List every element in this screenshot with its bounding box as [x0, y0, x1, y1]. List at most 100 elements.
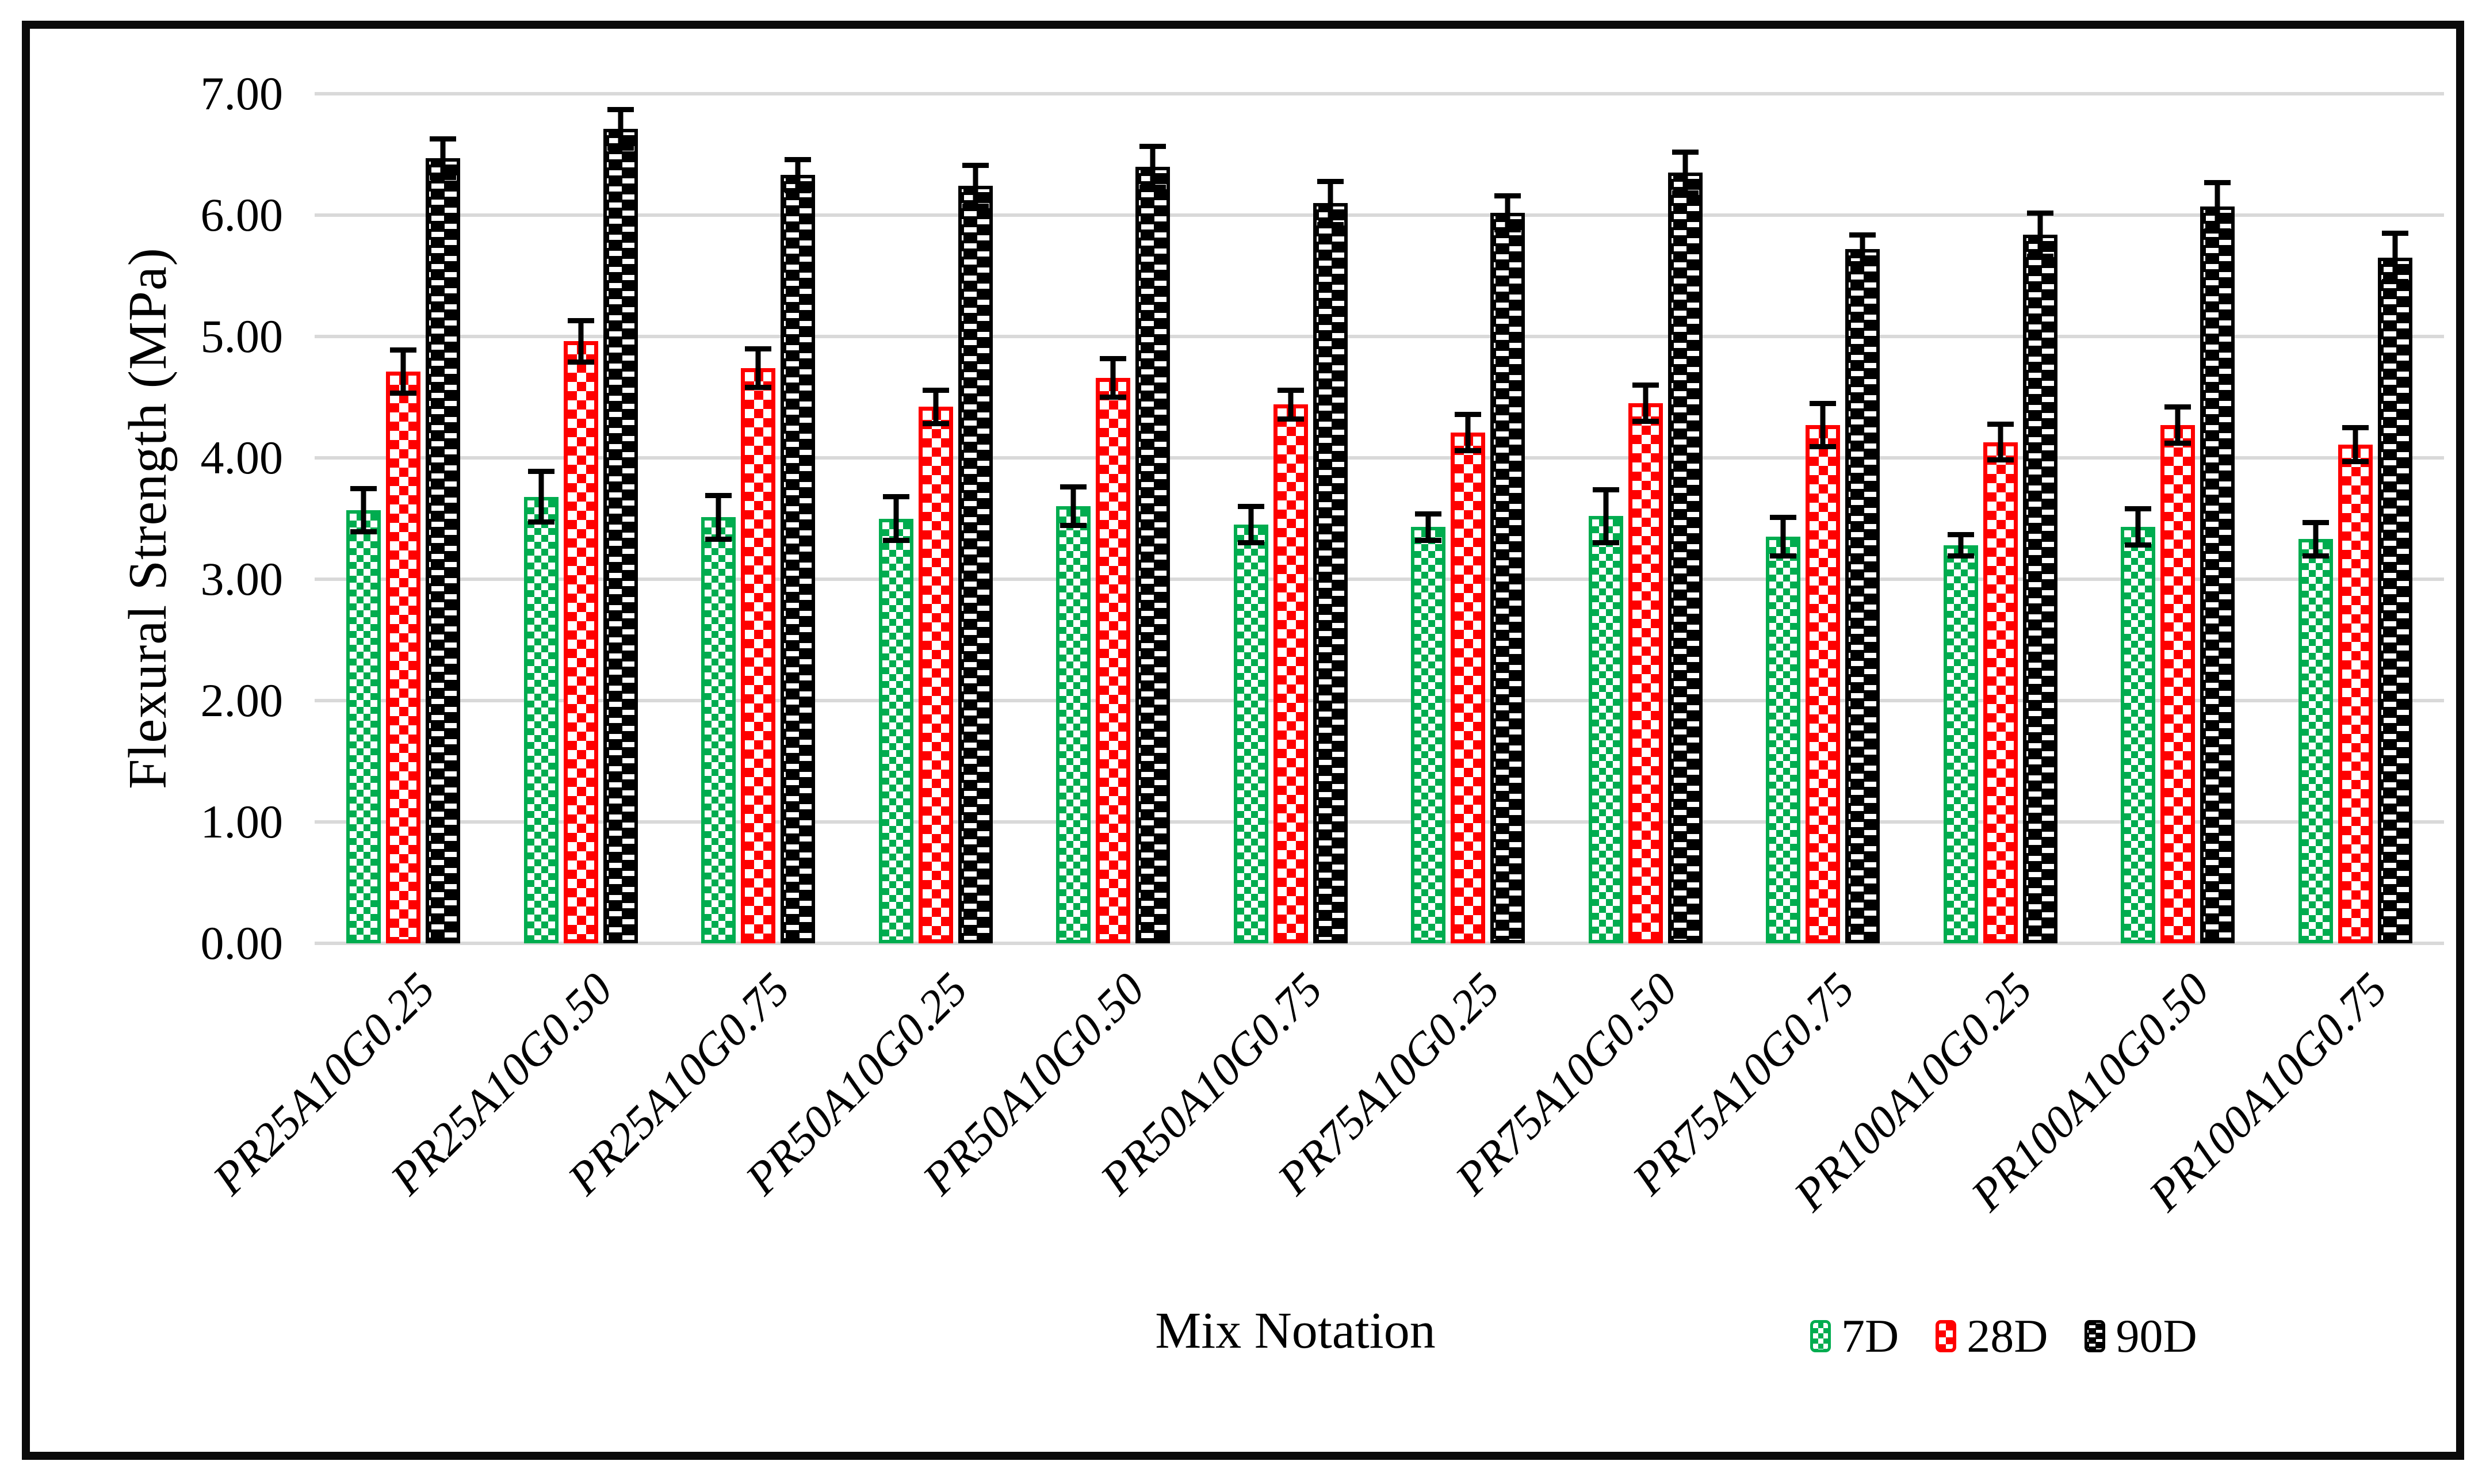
bar-group-PR100A10G0.75	[2267, 94, 2445, 943]
bar-group-PR100A10G0.50	[2089, 94, 2267, 943]
bar-group-PR75A10G0.75	[1734, 94, 1912, 943]
legend-item-28d: 28D	[1936, 1313, 2048, 1360]
error-bar-stem	[2313, 519, 2319, 559]
bar-slot	[1806, 94, 1841, 943]
error-bar-stem	[795, 156, 801, 194]
error-bar	[1455, 411, 1482, 453]
error-bar	[1632, 383, 1659, 424]
gridline	[315, 92, 2444, 95]
error-bar-stem	[2215, 179, 2220, 234]
x-axis-tick-labels: PR25A10G0.25 PR25A10G0.50 PR25A10G0.75 PR50…	[204, 959, 2445, 1293]
bar-slot	[2298, 94, 2333, 943]
error-bar-cap	[2302, 553, 2329, 559]
error-bar-cap	[390, 347, 417, 353]
error-bar	[607, 107, 634, 151]
error-bar-cap	[1770, 553, 1797, 559]
error-bar-cap	[1810, 444, 1837, 450]
error-bar-cap	[2204, 179, 2231, 185]
error-bar-stem	[973, 163, 978, 209]
legend-label-90d: 90D	[2116, 1310, 2197, 1362]
error-bar-cap	[2164, 440, 2191, 446]
bar-28D-PR25A10G0.75	[741, 368, 776, 943]
error-bar	[2164, 404, 2191, 446]
bar-slot	[1628, 94, 1663, 943]
error-bar-cap	[1277, 416, 1304, 422]
error-bar	[2381, 231, 2408, 285]
bar-group-PR75A10G0.25	[1379, 94, 1557, 943]
gridline	[315, 456, 2444, 460]
bar-slot	[1313, 94, 1348, 943]
error-bar-stem	[578, 318, 584, 365]
error-bar-cap	[922, 421, 949, 427]
bar-7D-PR50A10G0.50	[1056, 506, 1091, 943]
error-bar-cap	[2125, 542, 2152, 548]
bar-7D-PR75A10G0.75	[1766, 537, 1801, 943]
error-bar-cap	[1317, 178, 1344, 184]
error-bar-cap	[1317, 222, 1344, 228]
bar-7D-PR100A10G0.50	[2121, 527, 2156, 943]
error-bar-stem	[893, 494, 899, 543]
error-bar-cap	[607, 107, 634, 113]
gridline	[315, 699, 2444, 703]
bar-90D-PR50A10G0.25	[958, 186, 993, 943]
y-tick-label: 5.00	[200, 310, 284, 362]
bar-slot	[1451, 94, 1486, 943]
error-bar-stem	[1328, 178, 1333, 228]
error-bar-cap	[2381, 279, 2408, 285]
error-bar	[390, 347, 417, 396]
error-bar-cap	[2381, 231, 2408, 236]
error-bar-cap	[1849, 232, 1876, 238]
error-bar-cap	[1237, 540, 1264, 545]
error-bar	[2302, 519, 2329, 559]
bar-90D-PR50A10G0.50	[1135, 166, 1171, 943]
error-bar-cap	[2302, 519, 2329, 525]
bar-90D-PR100A10G0.50	[2200, 206, 2235, 943]
legend-swatch-28d-icon	[1936, 1320, 1957, 1352]
error-bar-stem	[538, 469, 544, 525]
error-bar	[1770, 515, 1797, 559]
error-bar-cap	[2026, 253, 2053, 259]
error-bar-cap	[430, 174, 457, 180]
bar-slot	[781, 94, 816, 943]
bar-slot	[2160, 94, 2196, 943]
error-bar-stem	[1998, 421, 2003, 463]
error-bar-cap	[1139, 143, 1166, 149]
error-bar-cap	[1100, 394, 1127, 400]
error-bar-stem	[1820, 400, 1826, 450]
error-bar	[745, 346, 772, 390]
error-bar-stem	[1860, 232, 1865, 266]
error-bar	[705, 493, 732, 542]
error-bar-stem	[1070, 484, 1076, 529]
bar-slot	[1135, 94, 1171, 943]
bar-28D-PR75A10G0.25	[1451, 432, 1486, 943]
error-bar-cap	[2204, 228, 2231, 234]
error-bar-stem	[1603, 487, 1609, 545]
legend-swatch-90d-icon	[2085, 1320, 2106, 1352]
bar-slot	[426, 94, 461, 943]
legend: 7D 28D 90D	[1810, 1313, 2197, 1360]
bar-slot	[1845, 94, 1880, 943]
gridline	[315, 942, 2444, 945]
bar-slot	[346, 94, 381, 943]
bar-90D-PR75A10G0.75	[1845, 249, 1880, 943]
legend-label-7d: 7D	[1841, 1310, 1899, 1362]
bar-slot	[1411, 94, 1446, 943]
error-bar-cap	[705, 493, 732, 499]
bar-90D-PR100A10G0.25	[2022, 234, 2057, 943]
error-bar-stem	[361, 485, 366, 534]
error-bar-stem	[1248, 504, 1254, 545]
bar-28D-PR75A10G0.75	[1806, 425, 1841, 943]
bar-7D-PR50A10G0.75	[1233, 525, 1268, 943]
error-bar-cap	[2342, 425, 2369, 431]
error-bar-cap	[1849, 261, 1876, 266]
error-bar	[1592, 487, 1619, 545]
chart-frame: Flexural Strength (MPa) 0.00 1.00 2.00 3.00…	[22, 21, 2464, 1460]
error-bar	[430, 136, 457, 180]
error-bar-cap	[1947, 553, 1974, 559]
x-tick-cell: PR100A10G0.75	[2139, 959, 2445, 1293]
bar-group-PR25A10G0.25	[315, 94, 492, 943]
error-bar	[1947, 531, 1974, 559]
error-bar-cap	[350, 529, 377, 534]
error-bar	[1317, 178, 1344, 228]
bar-slot	[1233, 94, 1268, 943]
